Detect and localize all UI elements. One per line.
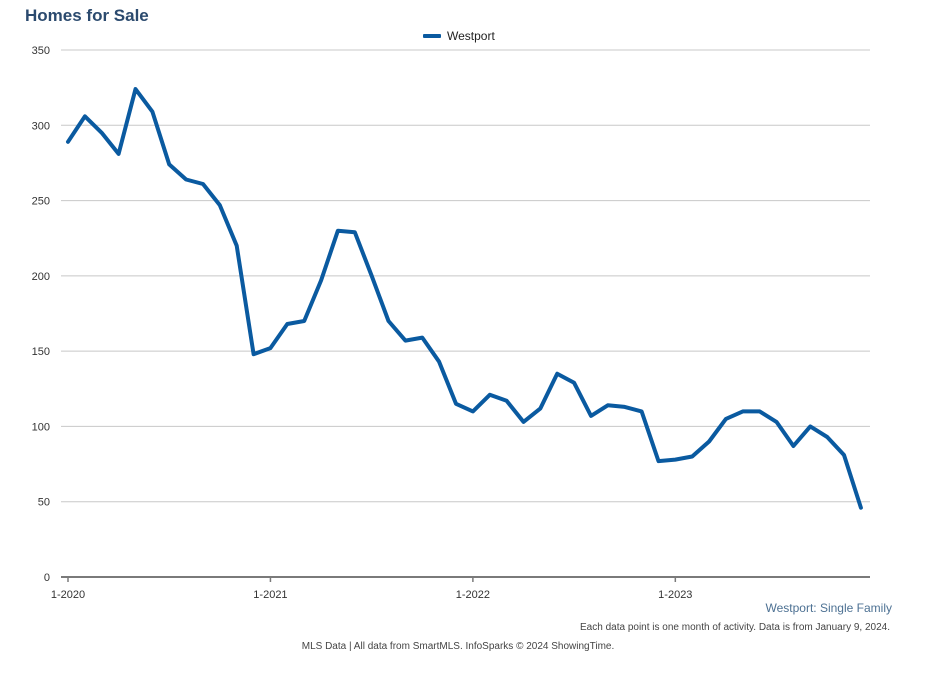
chart-title: Homes for Sale	[25, 6, 149, 25]
series-line-westport	[66, 87, 863, 510]
data-point	[268, 346, 272, 350]
data-point	[572, 381, 576, 385]
y-tick-label: 100	[32, 421, 50, 433]
data-point	[83, 114, 87, 118]
data-point	[707, 439, 711, 443]
data-point	[758, 409, 762, 413]
data-point	[589, 414, 593, 418]
data-point	[859, 506, 863, 510]
data-point	[387, 319, 391, 323]
y-tick-label: 150	[32, 346, 50, 358]
data-point	[724, 417, 728, 421]
data-point	[319, 278, 323, 282]
data-point	[640, 409, 644, 413]
data-point	[133, 87, 137, 91]
x-tick-label: 1-2021	[253, 589, 287, 601]
data-point	[235, 244, 239, 248]
x-tick-label: 1-2022	[456, 589, 490, 601]
data-point	[150, 110, 154, 114]
source-note: MLS Data | All data from SmartMLS. InfoS…	[301, 641, 615, 652]
data-point	[690, 455, 694, 459]
data-point	[218, 203, 222, 207]
data-point	[336, 229, 340, 233]
footnote: Each data point is one month of activity…	[580, 622, 890, 633]
data-point	[623, 405, 627, 409]
data-point	[167, 162, 171, 166]
data-point	[741, 409, 745, 413]
data-point	[521, 420, 525, 424]
y-tick-label: 50	[38, 497, 50, 509]
y-tick-label: 0	[44, 572, 50, 584]
data-point	[808, 424, 812, 428]
data-point	[437, 360, 441, 364]
data-point	[403, 339, 407, 343]
data-point	[606, 403, 610, 407]
data-point	[505, 399, 509, 403]
x-tick-label: 1-2023	[658, 589, 692, 601]
y-tick-label: 350	[32, 45, 50, 57]
data-point	[117, 152, 121, 156]
data-point	[656, 459, 660, 463]
legend: Westport	[423, 29, 495, 43]
data-point	[285, 322, 289, 326]
legend-swatch	[423, 34, 441, 38]
data-point	[488, 393, 492, 397]
chart-subtitle: Westport: Single Family	[765, 601, 893, 615]
data-point	[538, 406, 542, 410]
data-point	[454, 402, 458, 406]
data-point	[370, 274, 374, 278]
x-tick-label: 1-2020	[51, 589, 85, 601]
data-point	[66, 140, 70, 144]
data-point	[201, 182, 205, 186]
data-point	[100, 131, 104, 135]
y-tick-label: 300	[32, 120, 50, 132]
data-point	[842, 453, 846, 457]
y-tick-label: 200	[32, 271, 50, 283]
data-point	[252, 352, 256, 356]
y-tick-label: 250	[32, 196, 50, 208]
data-point	[353, 230, 357, 234]
data-point	[302, 319, 306, 323]
data-point	[471, 409, 475, 413]
data-point	[775, 420, 779, 424]
legend-label: Westport	[447, 29, 495, 43]
data-point	[184, 177, 188, 181]
data-point	[420, 336, 424, 340]
data-point	[673, 458, 677, 462]
data-point	[791, 444, 795, 448]
data-point	[825, 435, 829, 439]
data-point	[555, 372, 559, 376]
